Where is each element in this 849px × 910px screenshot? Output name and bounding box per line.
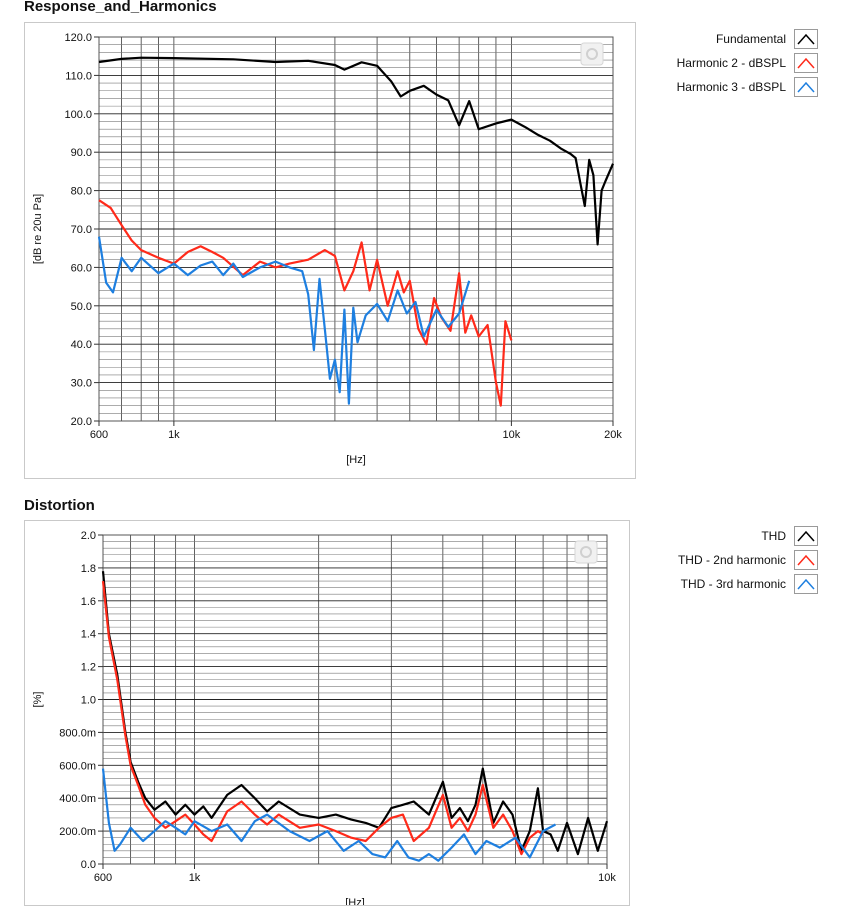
y-tick-label: 20.0	[71, 416, 92, 428]
y-tick-label: 90.0	[71, 147, 92, 159]
y-tick-label: 80.0	[71, 186, 92, 198]
series-line	[98, 199, 513, 407]
y-tick-label: 800.0m	[59, 727, 96, 739]
legend-label: THD - 3rd harmonic	[680, 577, 786, 591]
y-axis-label: [%]	[32, 692, 44, 708]
series-line	[97, 236, 471, 405]
y-tick-label: 1.2	[81, 662, 96, 674]
legend-item-harmonic3[interactable]: Harmonic 3 - dBSPL	[636, 75, 818, 99]
legend-label: THD - 2nd harmonic	[677, 553, 786, 567]
legend-item-thd[interactable]: THD	[630, 524, 818, 548]
response-chart-frame: 20.0 30.0 40.0 50.0 60.0 70.0 80.0 90.0 100.0 110…	[24, 22, 636, 479]
x-tick-label: 10k	[598, 872, 616, 884]
y-tick-label: 100.0	[64, 109, 92, 121]
y-tick-label: 0.0	[81, 859, 96, 871]
y-tick-label: 1.0	[81, 695, 96, 707]
y-tick-label: 600.0m	[59, 760, 96, 772]
grid	[98, 36, 614, 422]
x-tick-label: 10k	[503, 429, 521, 441]
distortion-legend: THD THD - 2nd harmonic THD - 3rd harmoni…	[630, 524, 818, 596]
legend-label: Harmonic 3 - dBSPL	[676, 80, 786, 94]
line-swatch-icon	[794, 574, 818, 594]
x-tick-label: 1k	[168, 429, 180, 441]
legend-item-fundamental[interactable]: Fundamental	[636, 27, 818, 51]
y-tick-label: 1.4	[81, 629, 96, 641]
response-chart: 20.0 30.0 40.0 50.0 60.0 70.0 80.0 90.0 100.0 110…	[32, 32, 622, 466]
legend-label: Fundamental	[715, 32, 786, 46]
y-tick-label: 1.6	[81, 596, 96, 608]
legend-label: Harmonic 2 - dBSPL	[676, 56, 786, 70]
y-tick-label: 400.0m	[59, 793, 96, 805]
line-swatch-icon	[794, 77, 818, 97]
line-swatch-icon	[794, 526, 818, 546]
distortion-chart-frame: 0.0 200.0m 400.0m 600.0m 800.0m 1.0 1.2 1.4 1.6 1…	[24, 520, 630, 909]
series-line	[98, 56, 615, 246]
legend-label: THD	[761, 529, 786, 543]
line-swatch-icon	[794, 29, 818, 49]
line-swatch-icon	[794, 550, 818, 570]
x-tick-label: 600	[90, 429, 108, 441]
distortion-chart: 0.0 200.0m 400.0m 600.0m 800.0m 1.0 1.2 1.4 1.6 1…	[32, 530, 616, 909]
y-tick-label: 50.0	[71, 301, 92, 313]
series-line	[101, 580, 544, 856]
x-axis-label: [Hz]	[346, 454, 366, 466]
x-tick-label: 600	[94, 872, 112, 884]
series-line	[101, 768, 557, 862]
y-tick-label: 40.0	[71, 339, 92, 351]
response-legend: Fundamental Harmonic 2 - dBSPL Harmonic …	[636, 27, 818, 99]
grid	[102, 534, 608, 865]
legend-item-harmonic2[interactable]: Harmonic 2 - dBSPL	[636, 51, 818, 75]
y-tick-label: 2.0	[81, 530, 96, 542]
graph-palette-icon	[580, 42, 604, 66]
y-tick-label: 1.8	[81, 563, 96, 575]
chart-title-response: Response_and_Harmonics	[24, 0, 217, 15]
graph-palette-icon	[574, 540, 598, 564]
y-tick-label: 60.0	[71, 262, 92, 274]
legend-item-thd-2nd[interactable]: THD - 2nd harmonic	[630, 548, 818, 572]
x-axis-label: [Hz]	[345, 897, 365, 905]
y-tick-label: 120.0	[64, 32, 92, 44]
y-tick-label: 200.0m	[59, 826, 96, 838]
legend-item-thd-3rd[interactable]: THD - 3rd harmonic	[630, 572, 818, 596]
y-tick-label: 70.0	[71, 224, 92, 236]
line-swatch-icon	[794, 53, 818, 73]
y-axis-label: [dB re 20u Pa]	[32, 194, 44, 264]
x-tick-label: 1k	[189, 872, 201, 884]
chart-title-distortion: Distortion	[24, 497, 95, 514]
x-tick-label: 20k	[604, 429, 622, 441]
y-tick-label: 30.0	[71, 378, 92, 390]
y-tick-label: 110.0	[65, 70, 92, 82]
